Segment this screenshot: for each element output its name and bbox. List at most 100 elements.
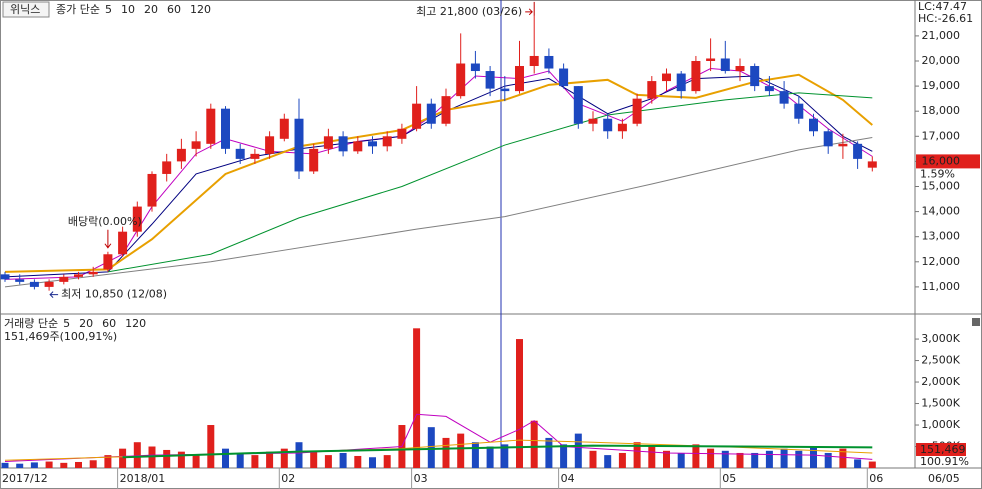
- candle-body: [441, 96, 451, 124]
- y-tick-label: 11,000: [922, 280, 961, 293]
- candle-body: [103, 254, 113, 270]
- y-tick-label: 2,500K: [921, 354, 960, 367]
- candle-body: [265, 136, 275, 154]
- candle-body: [88, 271, 98, 275]
- candle-body: [867, 161, 877, 168]
- y-tick-label: 3,000K: [921, 332, 960, 345]
- candle-body: [338, 136, 348, 152]
- y-tick-label: 15,000: [922, 179, 961, 192]
- volume-bar: [648, 446, 656, 468]
- candle-body: [206, 108, 216, 144]
- volume-bar: [560, 444, 568, 468]
- candle-body: [470, 63, 480, 72]
- last-volume-box: [916, 443, 966, 456]
- volume-bar: [207, 425, 215, 468]
- volume-bar: [707, 448, 715, 468]
- volume-bar: [574, 433, 582, 468]
- candle-body: [735, 66, 745, 72]
- candle-body: [823, 131, 833, 147]
- legend-item: 60: [167, 3, 181, 16]
- legend-prefix: 거래량 단순: [4, 317, 58, 330]
- candle-body: [294, 118, 304, 172]
- volume-bar: [369, 457, 376, 468]
- x-tick-label: 2017/12: [2, 472, 48, 485]
- candle-body: [44, 281, 54, 287]
- candle-body: [706, 58, 716, 61]
- candle-body: [838, 143, 848, 147]
- volume-bar: [119, 448, 127, 468]
- volume-bar: [413, 328, 421, 468]
- volume-bar: [310, 451, 318, 468]
- volume-bar: [222, 448, 229, 468]
- volume-bar: [663, 450, 670, 468]
- volume-bar: [354, 455, 362, 468]
- candle-body: [74, 274, 83, 277]
- candle-body: [632, 98, 642, 124]
- legend-item: 60: [102, 317, 116, 330]
- volume-bar: [177, 451, 185, 468]
- y-tick-label: 20,000: [922, 54, 961, 67]
- volume-bar: [589, 450, 597, 468]
- candle-body: [809, 118, 818, 132]
- y-tick-label: 18,000: [922, 104, 961, 117]
- candle-body: [573, 86, 583, 124]
- stock-box[interactable]: [2, 1, 50, 18]
- volume-bar: [810, 446, 817, 468]
- indicator: LC:47.47: [918, 0, 967, 13]
- volume-bar: [266, 451, 274, 468]
- dividend-annotation: 배당락(0.00%): [68, 215, 142, 228]
- candle-body: [764, 86, 774, 92]
- candle-body: [235, 148, 245, 159]
- volume-bar: [295, 442, 303, 468]
- volume-bar: [530, 420, 538, 468]
- volume-bar: [751, 452, 759, 468]
- candle-body: [309, 148, 319, 172]
- arrow: [104, 229, 112, 249]
- candle-body: [162, 161, 172, 174]
- candle-body: [382, 136, 392, 147]
- candle-body: [794, 103, 804, 119]
- volume-bar: [1, 462, 9, 468]
- y-tick-label: 19,000: [922, 79, 961, 92]
- y-tick-label: 2,000K: [921, 375, 960, 388]
- x-tick-label: 03: [414, 472, 428, 485]
- y-tick-label: 1,500K: [921, 397, 960, 410]
- candle-body: [176, 148, 186, 162]
- candle-body: [353, 141, 363, 152]
- volume-bar: [60, 462, 68, 468]
- volume-summary: 151,469주(100,91%): [4, 330, 117, 343]
- candle-body: [750, 66, 760, 87]
- legend-item: 20: [144, 3, 158, 16]
- volume-bar: [618, 452, 626, 468]
- volume-bar: [824, 452, 832, 468]
- volume-bar: [677, 452, 685, 468]
- candle-body: [603, 118, 613, 132]
- candle-body: [29, 281, 39, 287]
- last-price-box: [916, 154, 980, 169]
- min-annotation: 최저 10,850 (12/08): [61, 288, 167, 301]
- last-price: 16,000: [922, 154, 961, 167]
- candle-body: [132, 206, 142, 232]
- candle-body: [59, 276, 69, 282]
- candle-body: [647, 81, 657, 99]
- candle-body: [412, 103, 422, 129]
- volume-bar: [133, 442, 141, 468]
- x-tick-label: 02: [281, 472, 295, 485]
- indicator: HC:-26.61: [918, 12, 973, 25]
- panel-button[interactable]: [972, 318, 980, 326]
- volume-bar: [604, 455, 612, 468]
- volume-bar: [75, 461, 82, 468]
- volume-bar: [442, 437, 450, 468]
- volume-bar: [383, 455, 391, 468]
- volume-bar: [45, 461, 53, 468]
- y-tick-label: 12,000: [922, 255, 961, 268]
- volume-bar: [780, 448, 788, 468]
- volume-bar: [868, 461, 876, 468]
- volume-bar: [427, 427, 435, 468]
- volume-bar: [854, 459, 862, 468]
- candle-body: [118, 231, 128, 255]
- candle-body: [0, 274, 10, 280]
- arrow: [49, 291, 59, 299]
- volume-bar: [471, 442, 479, 468]
- volume-bar: [545, 437, 553, 468]
